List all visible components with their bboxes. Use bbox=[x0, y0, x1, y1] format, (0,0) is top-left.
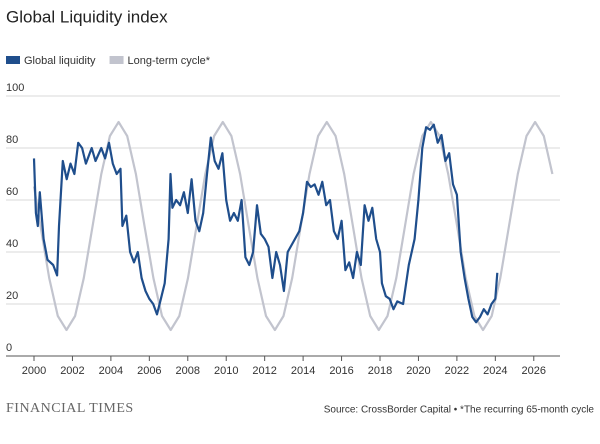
x-tick-label: 2012 bbox=[252, 365, 276, 377]
x-tick-label: 2000 bbox=[22, 365, 46, 377]
x-tick-label: 2018 bbox=[368, 365, 392, 377]
legend-label: Long-term cycle* bbox=[128, 55, 211, 67]
publisher: FINANCIAL TIMES bbox=[6, 401, 134, 416]
legend-swatch bbox=[6, 56, 20, 64]
y-tick-label: 0 bbox=[6, 342, 12, 354]
x-tick-label: 2024 bbox=[483, 365, 507, 377]
y-tick-label: 100 bbox=[6, 82, 24, 94]
x-tick-label: 2004 bbox=[99, 365, 123, 377]
source: Source: CrossBorder Capital • *The recur… bbox=[324, 405, 595, 416]
x-tick-label: 2016 bbox=[329, 365, 353, 377]
y-tick-label: 60 bbox=[6, 186, 18, 198]
legend-swatch bbox=[109, 56, 124, 64]
y-tick-label: 40 bbox=[6, 238, 18, 250]
legend-label: Global liquidity bbox=[24, 55, 96, 67]
y-tick-label: 20 bbox=[6, 290, 18, 302]
x-tick-label: 2014 bbox=[291, 365, 315, 377]
chart-title: Global Liquidity index bbox=[6, 7, 168, 26]
y-tick-label: 80 bbox=[6, 134, 18, 146]
x-tick-label: 2026 bbox=[522, 365, 546, 377]
x-tick-label: 2006 bbox=[137, 365, 161, 377]
x-tick-label: 2020 bbox=[406, 365, 430, 377]
x-tick-label: 2022 bbox=[445, 365, 469, 377]
x-tick-label: 2002 bbox=[60, 365, 84, 377]
series-line bbox=[32, 123, 499, 324]
x-tick-label: 2010 bbox=[214, 365, 238, 377]
x-tick-label: 2008 bbox=[176, 365, 200, 377]
